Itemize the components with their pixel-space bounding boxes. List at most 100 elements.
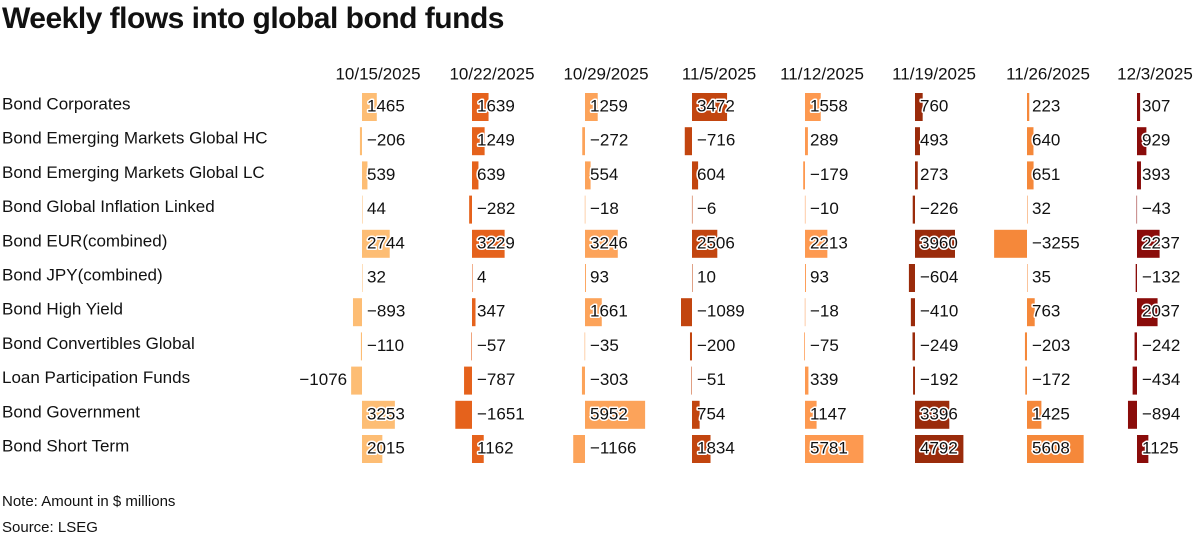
value-label: 1249 (477, 131, 515, 150)
bar (585, 264, 586, 292)
bar (913, 366, 915, 395)
value-label: 2237 (1142, 233, 1180, 252)
value-label: 2213 (810, 233, 848, 252)
value-label: 393 (1142, 165, 1170, 184)
bar (359, 127, 362, 156)
value-label: 307 (1142, 96, 1170, 115)
bar (1132, 366, 1137, 395)
bar (362, 400, 395, 429)
value-label: −10 (810, 199, 839, 218)
bar (362, 229, 390, 258)
bar (691, 195, 693, 224)
column-header: 11/12/2025 (780, 64, 864, 83)
value-label: 2015 (367, 438, 405, 457)
value-label: 640 (1032, 131, 1060, 150)
bar (915, 93, 923, 121)
value-label: 3253 (367, 404, 405, 423)
value-label: 4792 (920, 438, 958, 457)
bar (469, 195, 472, 224)
bar (1027, 161, 1034, 190)
value-label: −410 (920, 302, 958, 321)
bar (585, 229, 618, 258)
bar (582, 127, 585, 156)
bar (464, 366, 472, 395)
chart-title: Weekly flows into global bond funds (2, 2, 504, 35)
value-label: 554 (590, 165, 618, 184)
value-label: −249 (920, 336, 958, 355)
value-label: 44 (367, 199, 386, 218)
value-label: 1465 (367, 96, 405, 115)
bar (915, 161, 918, 190)
bar (1027, 298, 1035, 327)
value-label: 339 (810, 370, 838, 389)
value-label: −75 (810, 336, 839, 355)
value-label: 3960 (920, 233, 958, 252)
bar (1137, 229, 1160, 258)
bar (585, 161, 591, 190)
value-label: 32 (1032, 199, 1051, 218)
value-label: 347 (477, 302, 505, 321)
bar (584, 332, 586, 361)
bar (805, 127, 808, 156)
bar (692, 400, 700, 429)
row-label: Bond Government (2, 402, 140, 421)
value-label: −434 (1142, 370, 1180, 389)
value-label: 1639 (477, 96, 515, 115)
bar (573, 435, 585, 463)
row-label: Bond JPY(combined) (2, 265, 163, 284)
column-header: 11/26/2025 (1006, 64, 1090, 83)
column-header: 10/22/2025 (449, 64, 534, 83)
value-label: 1834 (697, 438, 735, 457)
value-label: −894 (1142, 404, 1180, 423)
value-label: 639 (477, 165, 505, 184)
value-label: 2744 (367, 233, 405, 252)
row-label: Bond Emerging Markets Global HC (2, 129, 268, 148)
bar (915, 400, 950, 429)
bar (692, 229, 718, 258)
bar (362, 161, 368, 190)
row-label: Loan Participation Funds (2, 368, 190, 387)
bar (472, 229, 505, 258)
value-label: 5608 (1032, 438, 1070, 457)
value-label: −206 (367, 131, 405, 150)
value-label: 35 (1032, 267, 1051, 286)
value-label: 760 (920, 96, 948, 115)
value-label: −200 (697, 336, 735, 355)
bar (684, 127, 692, 156)
bar (1137, 127, 1147, 156)
value-label: −172 (1032, 370, 1070, 389)
bar (908, 264, 915, 292)
bar (472, 93, 489, 121)
bar (1027, 264, 1028, 292)
value-label: −226 (920, 199, 958, 218)
bar (455, 400, 472, 429)
value-label: 273 (920, 165, 948, 184)
bar (804, 332, 805, 361)
value-label: −1166 (590, 438, 636, 457)
bar (692, 264, 693, 292)
value-label: 1558 (810, 96, 848, 115)
value-label: −6 (697, 199, 716, 218)
value-label: 754 (697, 404, 725, 423)
bar (689, 332, 692, 361)
row-label: Bond EUR(combined) (2, 231, 167, 250)
bar (805, 400, 817, 429)
bar (681, 298, 692, 327)
bar (912, 332, 915, 361)
bar (1137, 298, 1158, 327)
bar (351, 366, 362, 395)
bar (352, 298, 362, 327)
value-label: 763 (1032, 302, 1060, 321)
bar (584, 195, 586, 224)
bar (362, 93, 377, 121)
bar (805, 229, 828, 258)
value-label: −604 (920, 267, 958, 286)
bar (803, 161, 805, 190)
value-label: 1259 (590, 96, 628, 115)
bar (692, 161, 699, 190)
bar (805, 93, 821, 121)
bar (994, 229, 1027, 258)
bar (915, 435, 964, 463)
value-label: −1076 (299, 370, 347, 389)
